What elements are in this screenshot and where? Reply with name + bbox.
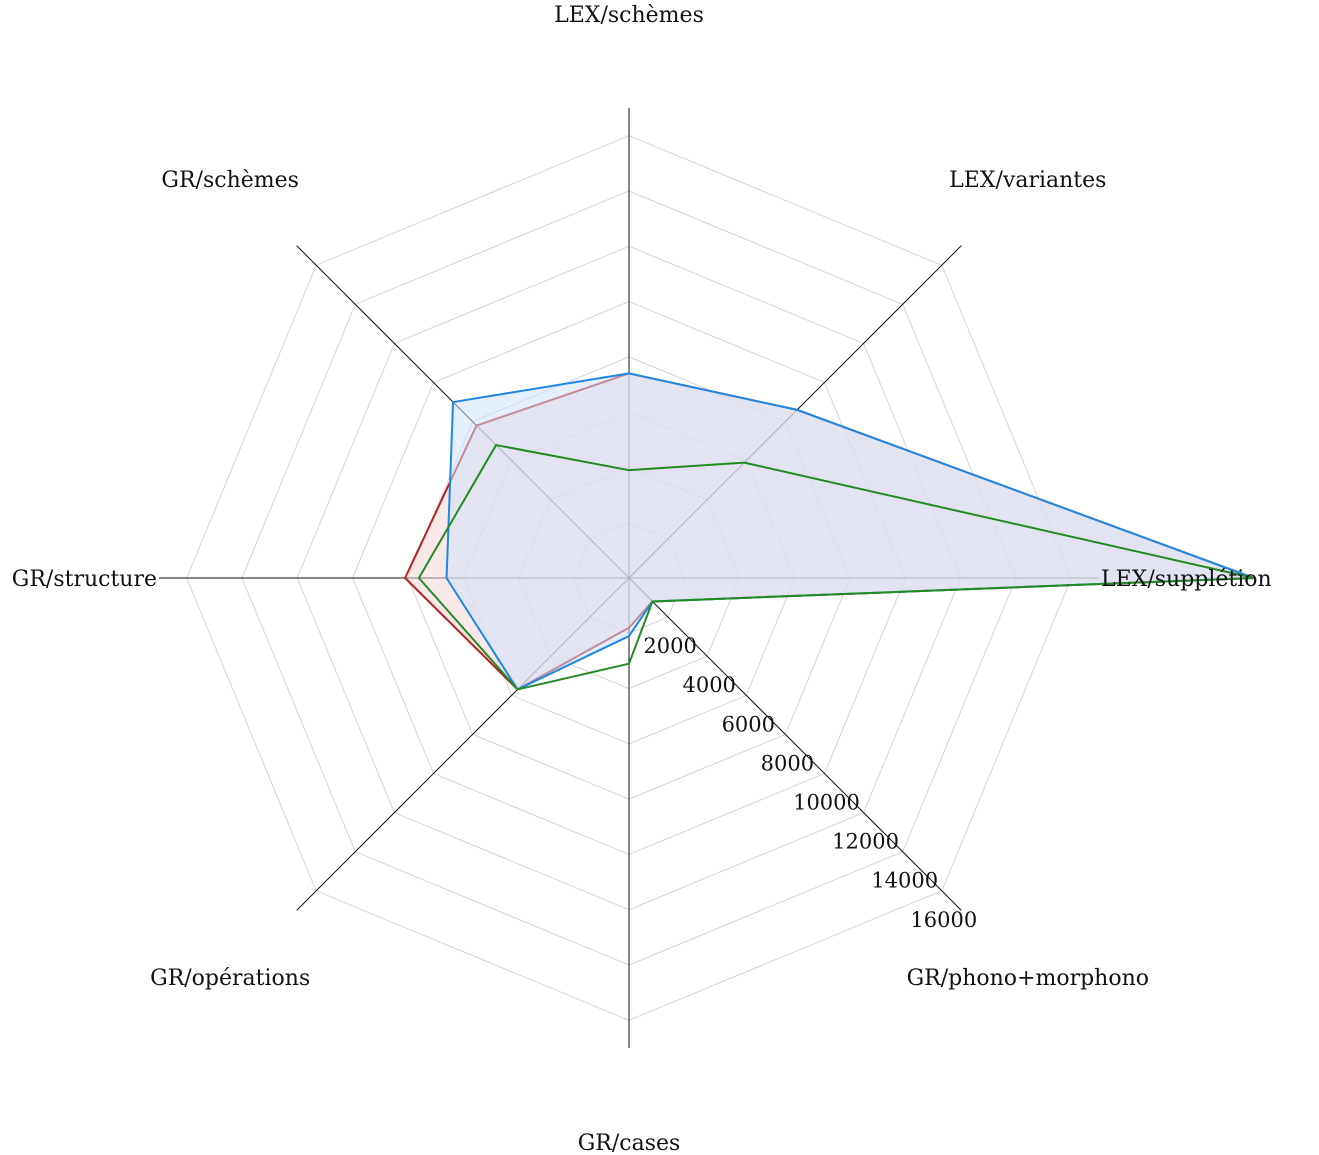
- tick-label: 4000: [682, 673, 735, 697]
- axis-line: [628, 577, 962, 911]
- axis-labels-layer: LEX/schèmes LEX/variantes LEX/supplétion GR…: [12, 3, 1272, 1155]
- series-layer: [404, 372, 1255, 691]
- tick-label: 8000: [761, 751, 814, 775]
- axis-label: GR/structure: [12, 567, 157, 592]
- axis-label: LEX/supplétion: [1101, 567, 1272, 592]
- series-line-3: [417, 444, 1255, 691]
- axis-label: LEX/variantes: [949, 168, 1106, 193]
- tick-label: 12000: [832, 830, 899, 854]
- tick-label: 6000: [722, 712, 775, 736]
- tick-labels-layer: 2000 4000 6000 8000 10000 12000 14000 16000: [643, 634, 977, 932]
- tick-label: 10000: [793, 790, 860, 814]
- axis-label: GR/opérations: [150, 966, 310, 991]
- tick-label: 14000: [871, 869, 938, 893]
- tick-label: 16000: [910, 908, 977, 932]
- axis-label: GR/schèmes: [161, 168, 299, 193]
- tick-label: 2000: [643, 634, 696, 658]
- series-line-2: [445, 372, 1255, 691]
- axis-label: GR/phono+morphono: [907, 966, 1149, 991]
- axis-label: LEX/schèmes: [554, 3, 704, 28]
- axis-label: GR/cases: [578, 1131, 681, 1155]
